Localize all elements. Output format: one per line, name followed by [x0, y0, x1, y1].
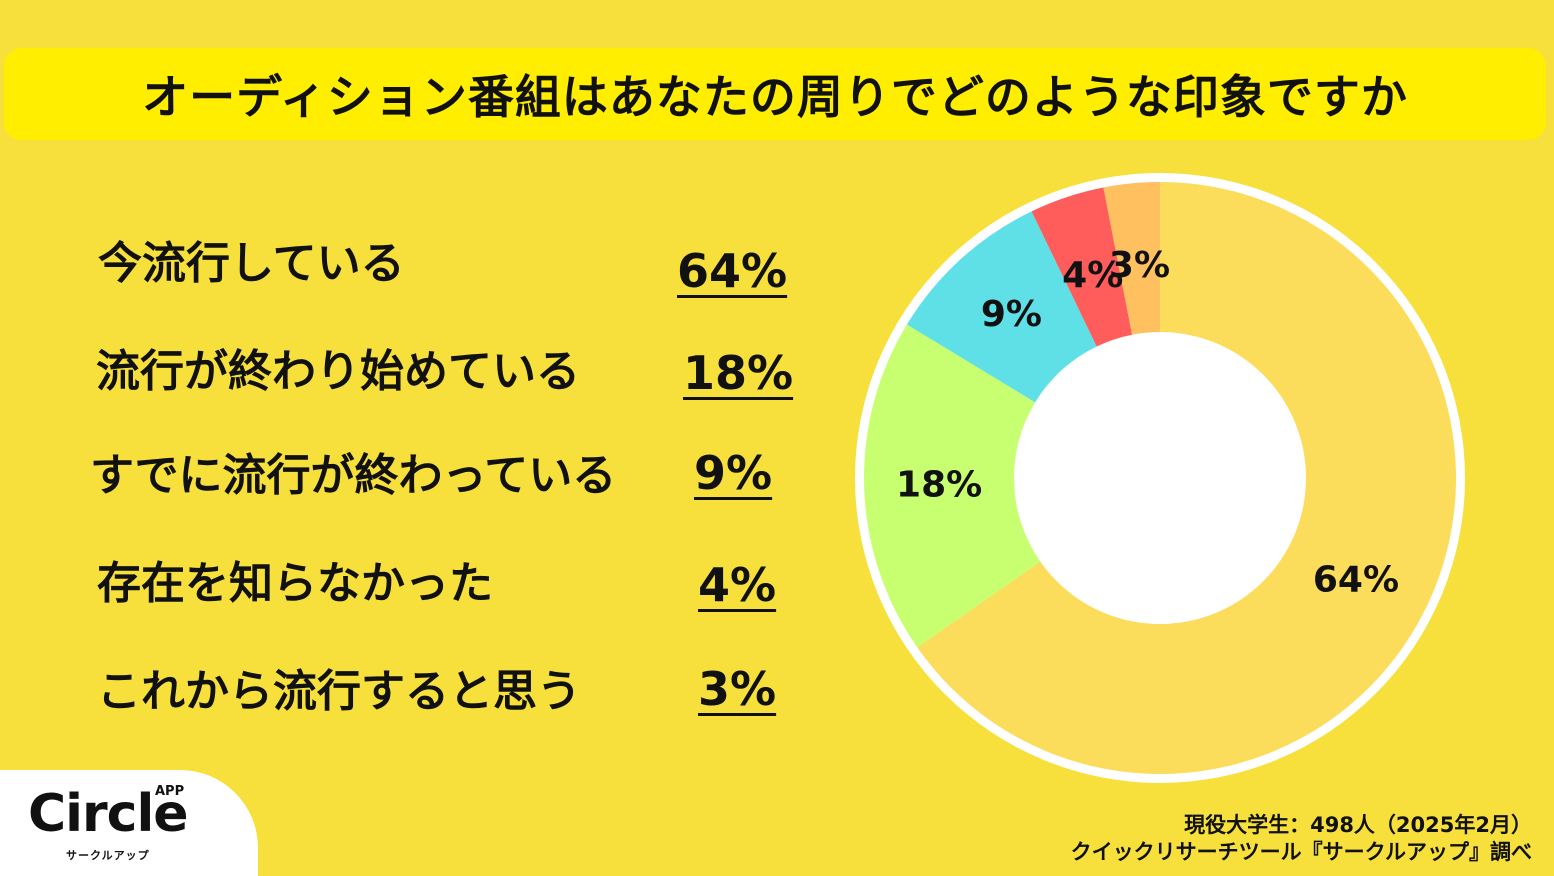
legend-label-4: これから流行すると思う: [97, 666, 581, 717]
donut-label-2: 9%: [981, 294, 1042, 335]
source-line-2: クイックリサーチツール『サークルアップ』調べ: [1070, 840, 1532, 865]
legend-row-0: 今流行している 64%: [0, 232, 820, 302]
legend-label-3: 存在を知らなかった: [97, 558, 493, 609]
legend-pct-3: 4%: [698, 558, 777, 612]
legend-pct-4: 3%: [698, 662, 777, 716]
logo-subtitle: サークルアップ: [66, 849, 150, 862]
legend-pct-1: 18%: [683, 346, 794, 400]
logo-wordmark: Circle: [28, 784, 189, 844]
legend-row-4: これから流行すると思う 3%: [0, 664, 820, 734]
donut-label-1: 18%: [896, 465, 982, 506]
title-banner: オーディション番組はあなたの周りでどのような印象ですか: [4, 48, 1546, 140]
donut-slice-0: [917, 182, 1456, 775]
donut-chart: 64% 18% 9% 4% 3%: [850, 168, 1470, 788]
legend-pct-2: 9%: [694, 446, 773, 500]
donut-slice-4: [1103, 182, 1160, 335]
legend-label-2: すでに流行が終わっている: [90, 450, 617, 501]
legend-pct-0: 64%: [677, 244, 788, 298]
source-line-1: 現役大学生：498人（2025年2月）: [1184, 813, 1532, 837]
donut-label-4: 3%: [1109, 245, 1170, 286]
legend-label-1: 流行が終わり始めている: [96, 346, 580, 397]
logo-app-badge: APP: [155, 784, 185, 799]
legend-row-1: 流行が終わり始めている 18%: [0, 338, 820, 408]
logo-panel: [0, 770, 258, 876]
donut-label-3: 4%: [1062, 255, 1123, 296]
chart-title: オーディション番組はあなたの周りでどのような印象ですか: [142, 70, 1408, 124]
source-note: 現役大学生：498人（2025年2月） クイックリサーチツール『サークルアップ』…: [1071, 812, 1532, 867]
legend-row-3: 存在を知らなかった 4%: [0, 556, 820, 626]
donut-slice-1: [864, 324, 1041, 648]
legend-label-0: 今流行している: [98, 238, 405, 289]
donut-label-0: 64%: [1313, 560, 1399, 601]
donut-slice-3: [1031, 187, 1133, 347]
donut-chart-svg: 64% 18% 9% 4%3%: [855, 173, 1465, 783]
legend-row-2: すでに流行が終わっている 9%: [0, 446, 820, 516]
donut-slice-2: [906, 211, 1097, 403]
